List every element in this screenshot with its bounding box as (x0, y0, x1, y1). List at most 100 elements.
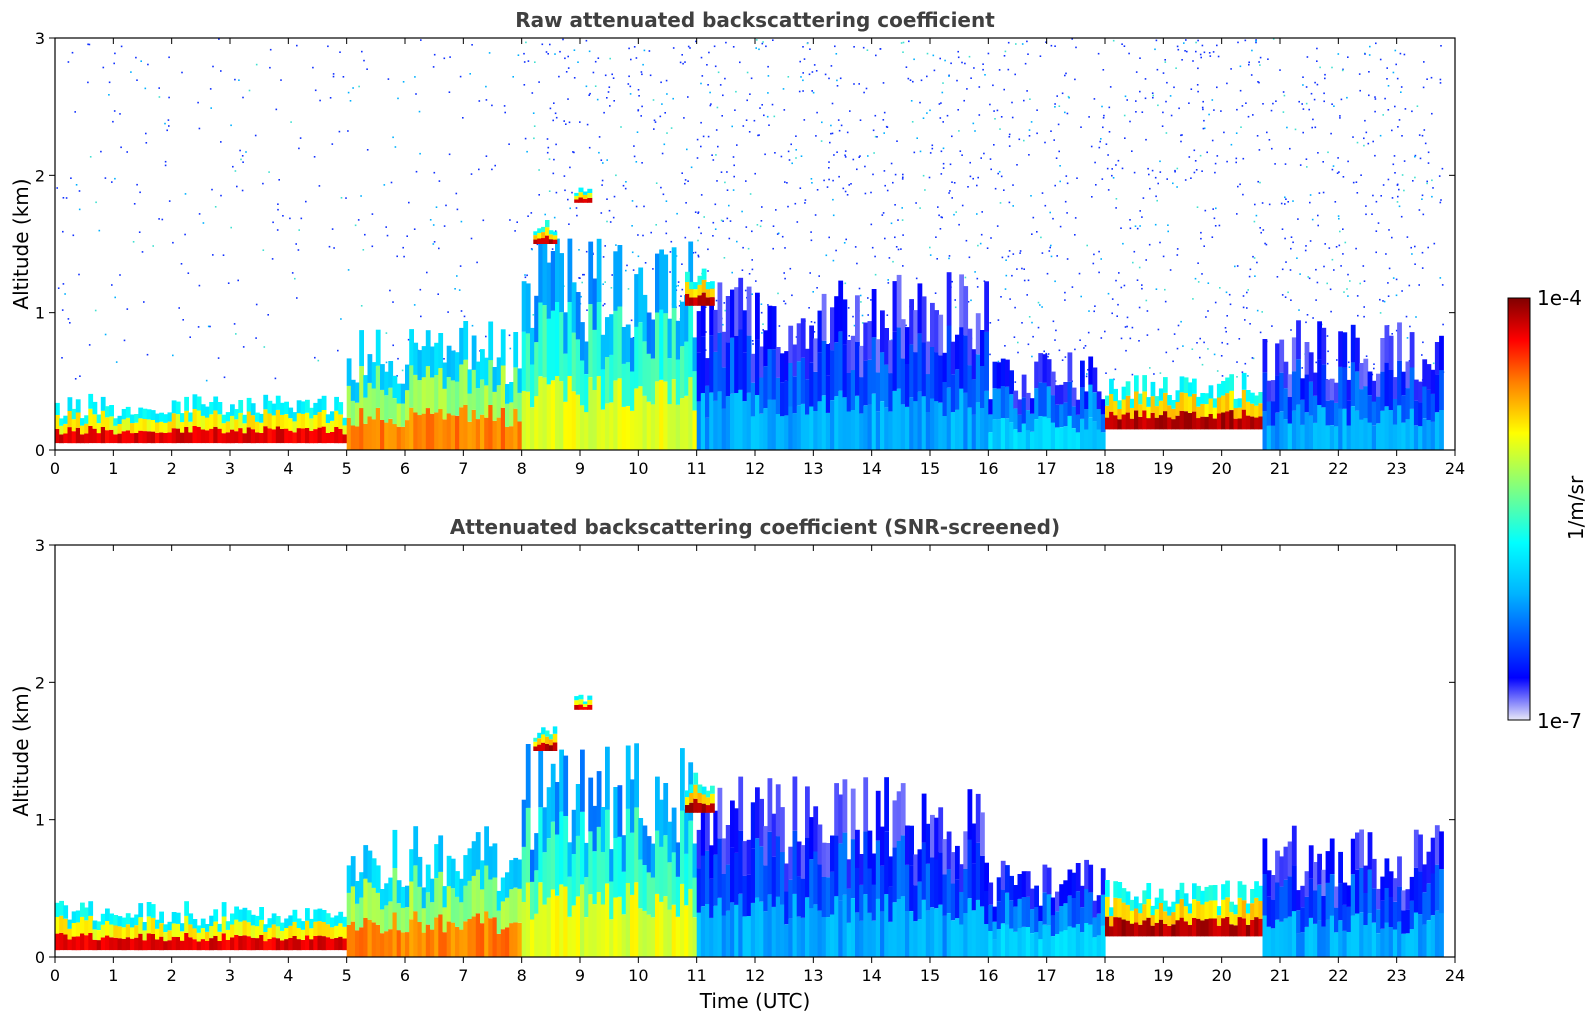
noise-speck (1144, 78, 1147, 80)
noise-speck (683, 117, 685, 119)
heatmap-cell (367, 382, 373, 417)
noise-speck (1259, 181, 1261, 184)
noise-speck (612, 77, 615, 79)
backscatter-layer (696, 776, 989, 957)
heatmap-cell (388, 929, 394, 957)
heatmap-cell (730, 800, 735, 848)
noise-speck (198, 127, 201, 130)
noise-speck (413, 228, 416, 230)
heatmap-cell (1183, 893, 1189, 907)
heatmap-cell (1409, 408, 1415, 450)
heatmap-cell (767, 305, 773, 349)
noise-speck (1173, 86, 1175, 89)
heatmap-cell (480, 860, 485, 890)
heatmap-cell (930, 814, 935, 858)
noise-speck (1138, 306, 1141, 309)
heatmap-cell (238, 935, 244, 951)
noise-speck (794, 202, 797, 205)
heatmap-cell (425, 408, 431, 450)
heatmap-cell (75, 427, 81, 444)
noise-speck (1005, 259, 1007, 261)
heatmap-cell (738, 830, 744, 894)
noise-speck (677, 281, 680, 283)
heatmap-cell (1418, 834, 1423, 872)
heatmap-cell (1258, 392, 1264, 404)
noise-speck (559, 50, 561, 53)
noise-speck (1309, 240, 1312, 242)
heatmap-cell (1397, 405, 1402, 450)
heatmap-cell (96, 940, 102, 951)
heatmap-cell (271, 937, 277, 951)
heatmap-cell (1262, 874, 1268, 916)
noise-speck (951, 181, 953, 183)
noise-speck (919, 101, 921, 104)
heatmap-cell (1109, 926, 1114, 937)
noise-speck (168, 96, 170, 99)
noise-speck (1214, 162, 1217, 165)
noise-speck (637, 234, 639, 236)
heatmap-cell (184, 933, 189, 951)
x-tick-label: 12 (745, 459, 765, 478)
noise-speck (1372, 194, 1374, 197)
noise-speck (697, 255, 700, 258)
noise-speck (838, 129, 841, 132)
noise-speck (937, 206, 939, 208)
heatmap-cell (284, 414, 289, 429)
heatmap-cell (600, 409, 606, 450)
heatmap-cell (809, 817, 814, 860)
heatmap-cell (1359, 912, 1364, 957)
heatmap-cell (1167, 926, 1172, 937)
noise-speck (631, 251, 634, 254)
heatmap-cell (513, 857, 519, 888)
noise-speck (697, 212, 699, 214)
noise-speck (700, 121, 702, 124)
noise-speck (806, 42, 809, 45)
heatmap-cell (1075, 432, 1081, 450)
noise-speck (635, 57, 638, 59)
heatmap-cell (225, 921, 231, 930)
heatmap-cell (1163, 911, 1168, 924)
heatmap-cell (667, 909, 673, 957)
heatmap-cell (1050, 915, 1056, 937)
noise-speck (694, 251, 697, 254)
noise-speck (816, 189, 819, 191)
noise-speck (1432, 187, 1434, 189)
heatmap-cell (663, 896, 669, 957)
heatmap-cell (709, 335, 714, 393)
heatmap-cell (578, 187, 584, 193)
noise-speck (1041, 192, 1044, 194)
noise-speck (1426, 180, 1428, 183)
x-tick-label: 11 (686, 966, 706, 985)
heatmap-cell (1439, 913, 1444, 957)
noise-speck (318, 185, 321, 187)
noise-speck (1226, 160, 1228, 163)
heatmap-cell (530, 364, 535, 408)
noise-speck (609, 221, 612, 223)
noise-speck (113, 110, 116, 112)
heatmap-cell (246, 936, 252, 951)
noise-speck (1162, 255, 1165, 258)
heatmap-cell (571, 282, 577, 333)
x-tick-label: 14 (861, 966, 881, 985)
noise-speck (282, 215, 284, 217)
noise-speck (1064, 291, 1066, 294)
heatmap-cell (759, 413, 764, 450)
noise-speck (1145, 299, 1148, 302)
noise-speck (1305, 102, 1308, 105)
heatmap-cell (909, 397, 914, 450)
heatmap-cell (1270, 875, 1276, 900)
noise-speck (1098, 271, 1100, 274)
noise-speck (1196, 342, 1198, 344)
noise-speck (907, 77, 910, 80)
heatmap-cell (88, 901, 94, 916)
noise-speck (908, 40, 910, 43)
heatmap-cell (582, 704, 588, 707)
heatmap-cell (1138, 903, 1143, 914)
heatmap-cell (575, 896, 581, 957)
heatmap-cell (950, 883, 956, 921)
heatmap-cell (1071, 927, 1077, 957)
noise-speck (1111, 168, 1113, 170)
heatmap-cell (1196, 418, 1201, 430)
heatmap-cell (825, 375, 831, 413)
heatmap-cell (1270, 425, 1276, 450)
